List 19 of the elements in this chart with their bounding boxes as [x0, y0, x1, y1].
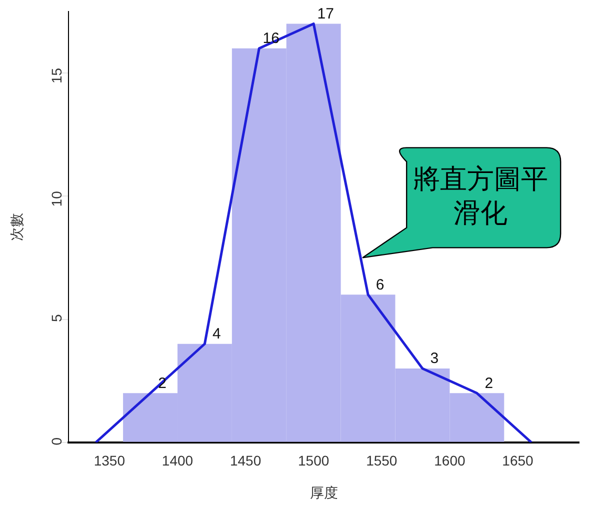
y-tick-label: 10 — [48, 190, 64, 207]
annotation: 將直方圖平滑化 — [412, 162, 550, 231]
y-tick-label: 15 — [48, 68, 64, 84]
data-label: 17 — [317, 5, 334, 22]
x-tick-label: 1400 — [162, 452, 194, 469]
x-axis-title: 厚度 — [310, 484, 338, 500]
y-tick-label: 0 — [48, 437, 64, 446]
data-label: 3 — [430, 350, 439, 368]
x-tick-label: 1650 — [502, 452, 534, 469]
x-tick-label: 1550 — [366, 452, 398, 469]
x-tick-label: 1450 — [230, 452, 262, 469]
data-label: 6 — [376, 276, 384, 294]
x-tick-label: 1500 — [298, 452, 330, 469]
data-label: 4 — [212, 326, 221, 343]
y-axis-title: 次數 — [8, 212, 24, 241]
y-tick-label: 5 — [48, 314, 64, 322]
x-tick-label: 1600 — [434, 452, 466, 469]
data-label: 2 — [484, 374, 494, 392]
x-tick-label: 1350 — [94, 452, 126, 469]
